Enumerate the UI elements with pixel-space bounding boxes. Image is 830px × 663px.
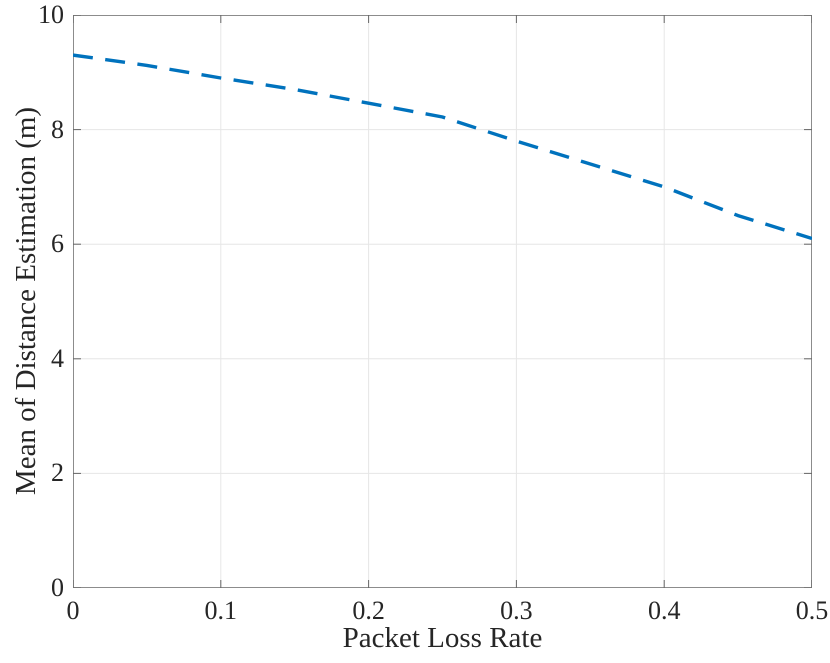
x-tick-label: 0.4 (647, 596, 681, 625)
plot-area (73, 15, 812, 588)
axis-box (73, 15, 812, 588)
x-tick-label: 0.2 (352, 596, 385, 625)
y-tick-label: 4 (51, 343, 64, 373)
y-tick-label: 8 (51, 114, 64, 144)
series-line (73, 53, 812, 241)
x-tick-label: 0 (66, 596, 80, 625)
y-axis-label: Mean of Distance Estimation (m) (10, 106, 42, 496)
y-tick-label: 6 (51, 229, 64, 259)
x-tick-label: 0.5 (795, 596, 829, 625)
x-tick-label: 0.1 (204, 596, 238, 625)
y-tick-label: 0 (51, 573, 64, 602)
x-tick-label: 0.3 (500, 596, 533, 625)
plot-canvas (73, 15, 812, 588)
y-tick-label: 2 (51, 458, 64, 488)
y-tick-label: 10 (38, 0, 64, 29)
x-axis-label: Packet Loss Rate (342, 622, 543, 654)
